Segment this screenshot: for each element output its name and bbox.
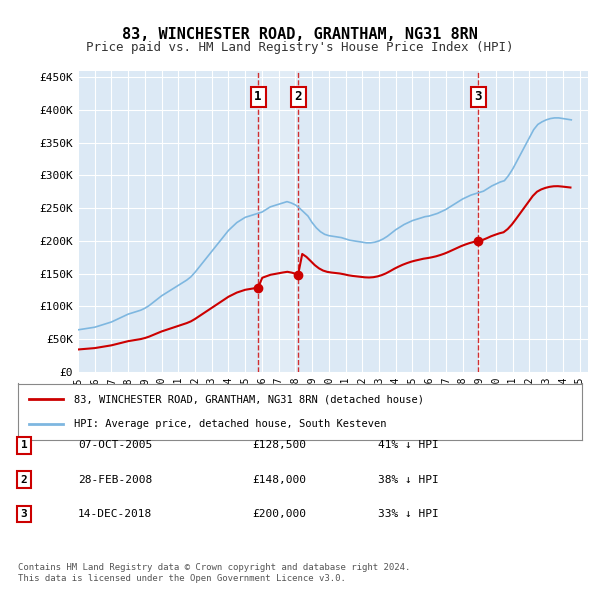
Bar	[258, 71, 298, 372]
Text: £200,000: £200,000	[252, 509, 306, 519]
Text: 83, WINCHESTER ROAD, GRANTHAM, NG31 8RN: 83, WINCHESTER ROAD, GRANTHAM, NG31 8RN	[122, 27, 478, 41]
Text: £128,500: £128,500	[252, 441, 306, 450]
Text: 07-OCT-2005: 07-OCT-2005	[78, 441, 152, 450]
Text: 38% ↓ HPI: 38% ↓ HPI	[378, 475, 439, 484]
Text: 1: 1	[20, 441, 28, 450]
Text: £148,000: £148,000	[252, 475, 306, 484]
Text: 41% ↓ HPI: 41% ↓ HPI	[378, 441, 439, 450]
Text: 28-FEB-2008: 28-FEB-2008	[78, 475, 152, 484]
Text: Price paid vs. HM Land Registry's House Price Index (HPI): Price paid vs. HM Land Registry's House …	[86, 41, 514, 54]
Text: 83, WINCHESTER ROAD, GRANTHAM, NG31 8RN (detached house): 83, WINCHESTER ROAD, GRANTHAM, NG31 8RN …	[74, 394, 424, 404]
Text: 14-DEC-2018: 14-DEC-2018	[78, 509, 152, 519]
Text: 3: 3	[20, 509, 28, 519]
Text: HPI: Average price, detached house, South Kesteven: HPI: Average price, detached house, Sout…	[74, 419, 387, 429]
Text: 1: 1	[254, 90, 262, 103]
Text: 2: 2	[295, 90, 302, 103]
Text: 2: 2	[20, 475, 28, 484]
Text: 3: 3	[475, 90, 482, 103]
Text: 33% ↓ HPI: 33% ↓ HPI	[378, 509, 439, 519]
Text: Contains HM Land Registry data © Crown copyright and database right 2024.
This d: Contains HM Land Registry data © Crown c…	[18, 563, 410, 583]
